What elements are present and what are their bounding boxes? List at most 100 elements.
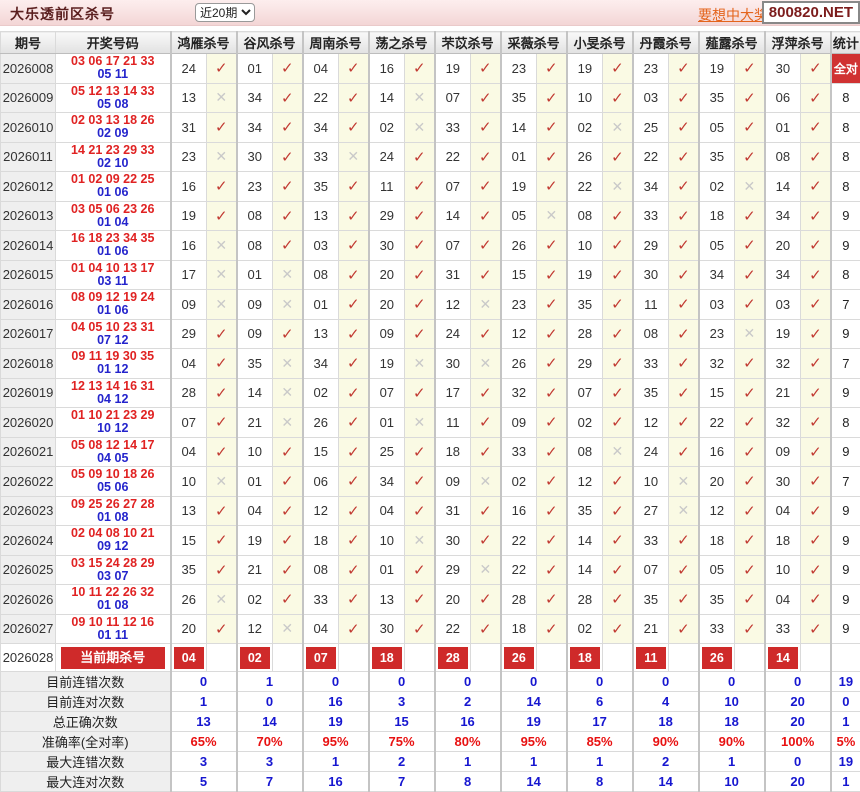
summary-value: 13 xyxy=(171,712,237,732)
kill-number-cell: 30 xyxy=(633,260,669,290)
mark-cell: ✓ xyxy=(735,378,765,408)
cross-icon: ✕ xyxy=(215,296,227,312)
period-range-select[interactable]: 近20期 xyxy=(195,3,255,22)
column-header-expert-6: 小旻杀号 xyxy=(567,32,633,54)
check-icon: ✓ xyxy=(281,444,294,461)
kill-number-cell: 18 xyxy=(699,201,735,231)
cross-icon: ✕ xyxy=(281,384,293,400)
mark-cell: ✓ xyxy=(801,290,831,320)
mark-cell: ✓ xyxy=(735,142,765,172)
check-icon: ✓ xyxy=(347,208,360,225)
mark-cell: ✓ xyxy=(669,201,699,231)
mark-cell: ✓ xyxy=(339,319,369,349)
kill-number-cell: 23 xyxy=(699,319,735,349)
kill-number-cell: 09 xyxy=(501,408,537,438)
check-icon: ✓ xyxy=(347,473,360,490)
kill-number-cell: 13 xyxy=(171,496,207,526)
cross-icon: ✕ xyxy=(479,296,491,312)
kill-number-cell: 02 xyxy=(237,585,273,615)
cross-icon: ✕ xyxy=(545,207,557,223)
kill-number-cell: 03 xyxy=(765,290,801,320)
mark-cell: ✓ xyxy=(801,614,831,644)
kill-number-cell: 33 xyxy=(303,585,339,615)
summary-value: 16 xyxy=(435,712,501,732)
mark-cell: ✓ xyxy=(273,526,303,556)
mark-cell: ✓ xyxy=(735,290,765,320)
summary-value: 1 xyxy=(501,752,567,772)
check-icon: ✓ xyxy=(743,296,756,313)
check-icon: ✓ xyxy=(809,621,822,638)
check-icon: ✓ xyxy=(743,503,756,520)
cross-icon: ✕ xyxy=(215,266,227,282)
mark-cell: ✕ xyxy=(735,319,765,349)
mark-cell: ✓ xyxy=(603,83,633,113)
summary-value: 80% xyxy=(435,732,501,752)
mark-cell: ✓ xyxy=(801,319,831,349)
kill-number-cell: 04 xyxy=(765,496,801,526)
back-numbers: 03 11 xyxy=(56,275,170,288)
kill-number-cell: 26 xyxy=(303,408,339,438)
mark-cell: ✓ xyxy=(471,231,501,261)
mark-cell: ✓ xyxy=(801,585,831,615)
mark-cell: ✓ xyxy=(669,526,699,556)
check-icon: ✓ xyxy=(479,267,492,284)
period-cell: 2026028 xyxy=(1,644,56,672)
period-cell: 2026009 xyxy=(1,83,56,113)
summary-value: 20 xyxy=(765,772,831,792)
mark-cell: ✓ xyxy=(603,142,633,172)
mark-cell: ✓ xyxy=(603,555,633,585)
mark-cell: ✓ xyxy=(471,319,501,349)
mark-cell: ✓ xyxy=(735,496,765,526)
kill-number-cell: 22 xyxy=(567,172,603,202)
kill-number-cell: 20 xyxy=(699,467,735,497)
check-icon: ✓ xyxy=(281,237,294,254)
summary-value: 6 xyxy=(567,692,633,712)
kill-number-cell: 29 xyxy=(633,231,669,261)
mark-cell: ✕ xyxy=(669,496,699,526)
kill-number-cell: 08 xyxy=(633,319,669,349)
check-icon: ✓ xyxy=(479,591,492,608)
check-icon: ✓ xyxy=(281,591,294,608)
check-icon: ✓ xyxy=(479,119,492,136)
check-icon: ✓ xyxy=(743,444,756,461)
summary-value: 70% xyxy=(237,732,303,752)
header-row: 期号开奖号码鸿雁杀号谷风杀号周南杀号荡之杀号芣苡杀号采薇杀号小旻杀号丹霞杀号薤露… xyxy=(1,32,860,54)
summary-value: 95% xyxy=(501,732,567,752)
check-icon: ✓ xyxy=(743,119,756,136)
mark-cell-empty xyxy=(339,644,369,672)
check-icon: ✓ xyxy=(413,473,426,490)
back-numbers: 05 06 xyxy=(56,481,170,494)
period-cell: 2026021 xyxy=(1,437,56,467)
summary-value: 2 xyxy=(435,692,501,712)
check-icon: ✓ xyxy=(281,90,294,107)
check-icon: ✓ xyxy=(413,562,426,579)
mark-cell: ✓ xyxy=(603,614,633,644)
mark-cell: ✓ xyxy=(339,231,369,261)
mark-cell: ✓ xyxy=(801,437,831,467)
summary-value: 14 xyxy=(501,772,567,792)
check-icon: ✓ xyxy=(677,532,690,549)
mark-cell: ✓ xyxy=(405,54,435,84)
cross-icon: ✕ xyxy=(413,119,425,135)
check-icon: ✓ xyxy=(809,326,822,343)
kill-number-cell: 29 xyxy=(435,555,471,585)
kill-number-cell: 14 xyxy=(501,113,537,143)
front-numbers: 03 05 06 23 26 xyxy=(56,203,170,216)
mark-cell: ✕ xyxy=(273,290,303,320)
stat-cell: 9 xyxy=(831,231,860,261)
summary-value: 1 xyxy=(171,692,237,712)
current-kill-cell: 18 xyxy=(567,644,603,672)
mark-cell: ✓ xyxy=(735,231,765,261)
check-icon: ✓ xyxy=(809,385,822,402)
kill-number-cell: 23 xyxy=(501,54,537,84)
cross-icon: ✕ xyxy=(678,502,690,518)
back-numbers: 02 09 xyxy=(56,127,170,140)
